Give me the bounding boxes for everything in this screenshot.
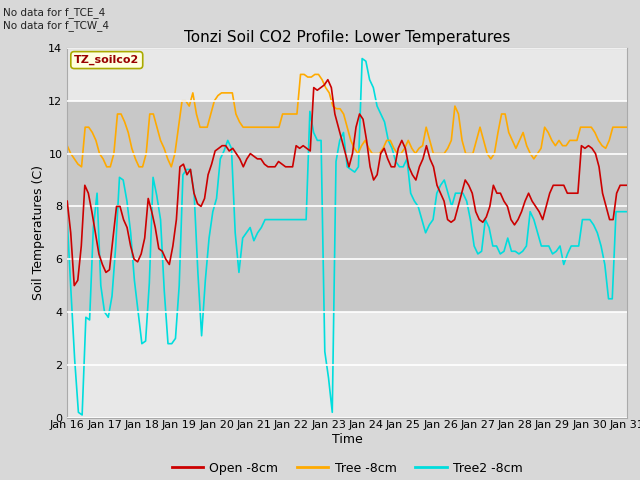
Y-axis label: Soil Temperatures (C): Soil Temperatures (C) bbox=[33, 165, 45, 300]
Text: TZ_soilco2: TZ_soilco2 bbox=[74, 55, 140, 65]
X-axis label: Time: Time bbox=[332, 433, 363, 446]
Title: Tonzi Soil CO2 Profile: Lower Temperatures: Tonzi Soil CO2 Profile: Lower Temperatur… bbox=[184, 30, 510, 46]
Bar bbox=[67, 101, 627, 312]
Legend: Open -8cm, Tree -8cm, Tree2 -8cm: Open -8cm, Tree -8cm, Tree2 -8cm bbox=[167, 457, 527, 480]
Text: No data for f_TCE_4
No data for f_TCW_4: No data for f_TCE_4 No data for f_TCW_4 bbox=[3, 7, 109, 31]
